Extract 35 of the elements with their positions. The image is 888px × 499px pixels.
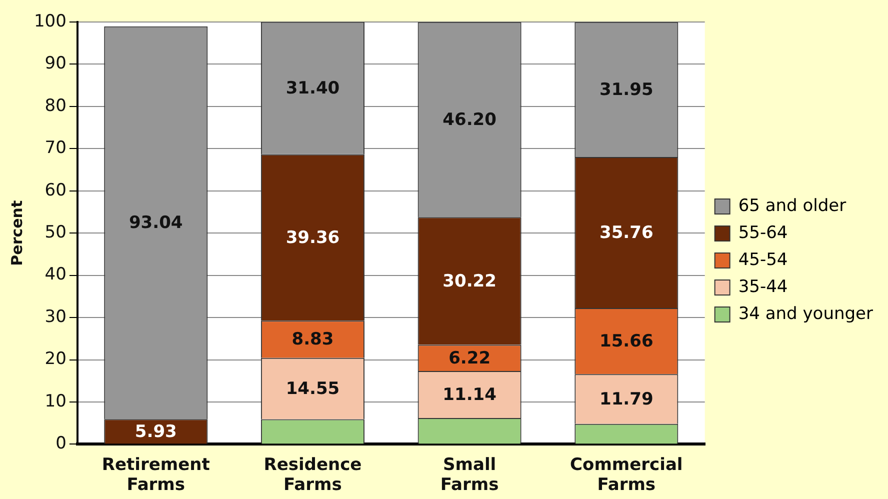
y-tick-label: 30 bbox=[44, 306, 66, 327]
y-tick-label: 90 bbox=[44, 54, 66, 74]
data-label: 11.14 bbox=[442, 384, 497, 405]
data-label: 14.55 bbox=[286, 378, 340, 399]
data-label: 39.36 bbox=[286, 228, 340, 248]
legend-label: 34 and younger bbox=[738, 304, 874, 324]
y-tick-label: 100 bbox=[34, 11, 66, 32]
legend-label: 55-64 bbox=[738, 222, 788, 243]
legend-label: 65 and older bbox=[738, 196, 846, 216]
y-tick-label: 70 bbox=[44, 138, 66, 158]
y-tick-label: 0 bbox=[56, 434, 66, 454]
data-label: 31.40 bbox=[286, 78, 340, 99]
legend-label: 45-54 bbox=[738, 250, 788, 270]
data-label: 31.95 bbox=[600, 80, 654, 100]
legend-label: 35-44 bbox=[738, 276, 788, 297]
data-label: 35.76 bbox=[600, 222, 654, 243]
data-label: 46.20 bbox=[442, 110, 497, 130]
data-label: 8.83 bbox=[292, 330, 334, 350]
x-tick-label: Retirement Farms bbox=[102, 454, 210, 496]
data-label: 15.66 bbox=[600, 332, 654, 352]
data-label: 6.22 bbox=[448, 348, 491, 368]
data-label: 93.04 bbox=[128, 213, 183, 234]
x-tick-label: Commercial Farms bbox=[570, 454, 683, 496]
data-label: 30.22 bbox=[442, 271, 496, 292]
x-tick-label: Residence Farms bbox=[264, 454, 362, 496]
data-label: 5.93 bbox=[134, 422, 177, 442]
y-tick-label: 80 bbox=[44, 96, 66, 116]
x-tick-label: Small Farms bbox=[440, 454, 499, 496]
y-tick-label: 40 bbox=[44, 264, 66, 285]
data-label: 11.79 bbox=[600, 389, 654, 410]
y-tick-label: 50 bbox=[44, 222, 66, 243]
y-tick-label: 60 bbox=[44, 180, 66, 200]
y-tick-label: 10 bbox=[44, 391, 66, 412]
y-axis-title: Percent bbox=[8, 200, 26, 266]
y-tick-label: 20 bbox=[44, 349, 66, 370]
